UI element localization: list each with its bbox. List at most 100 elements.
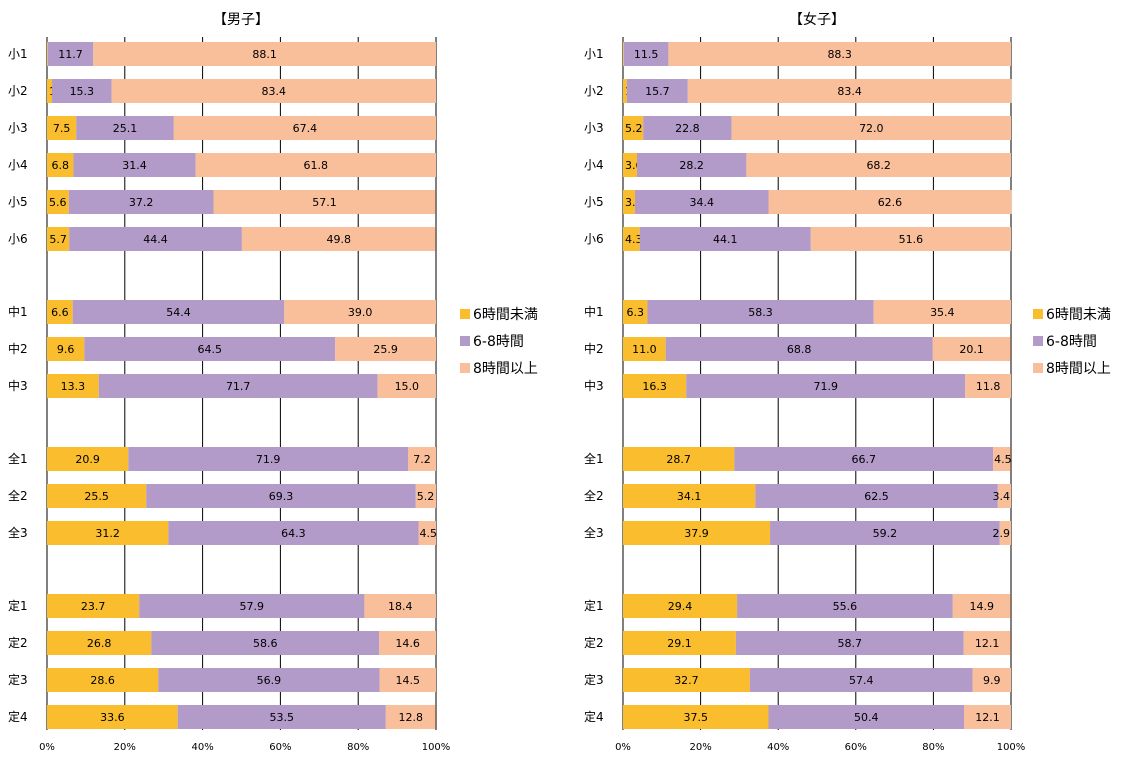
bar-segment	[623, 447, 735, 471]
data-label: 57.4	[849, 674, 874, 687]
x-tick-label: 80%	[347, 742, 369, 753]
bar-segment	[768, 190, 1012, 214]
bar-segment	[146, 484, 416, 508]
bar-segment	[623, 668, 750, 692]
bar-segment	[47, 668, 159, 692]
category-label: 全1	[584, 451, 604, 466]
data-label: 37.5	[684, 711, 709, 724]
data-label: 66.7	[852, 453, 877, 466]
data-label: 14.9	[969, 600, 994, 613]
data-label: 28.6	[90, 674, 115, 687]
bar-segment	[623, 116, 644, 140]
legend-swatch	[1033, 309, 1043, 319]
legend-label: 8時間以上	[1046, 361, 1111, 377]
x-tick-label: 60%	[845, 742, 867, 753]
category-label: 小2	[584, 84, 604, 98]
data-label: 29.1	[667, 637, 692, 650]
data-label: 7.2	[413, 453, 431, 466]
bar-segment	[168, 521, 419, 545]
data-label: 44.4	[143, 233, 168, 246]
category-label: 定1	[584, 598, 604, 613]
data-label: 68.8	[787, 343, 812, 356]
bar-segment	[47, 116, 77, 140]
category-label: 定4	[8, 709, 28, 724]
bar-segment	[687, 79, 1012, 103]
data-label: 69.3	[269, 490, 294, 503]
x-tick-label: 0%	[39, 742, 55, 753]
data-label: 83.4	[837, 85, 862, 98]
bar-segment	[47, 447, 129, 471]
bar-segment	[735, 631, 964, 655]
bar-segment	[623, 42, 624, 66]
data-label: 6.6	[51, 306, 69, 319]
bar-segment	[68, 190, 214, 214]
category-label: 小5	[8, 195, 28, 209]
legend-label: 6-8時間	[473, 334, 524, 350]
category-label: 小6	[8, 232, 28, 246]
category-label: 定4	[584, 709, 604, 724]
category-label: 小5	[584, 195, 604, 209]
bar-segment	[636, 153, 747, 177]
bar-segment	[665, 337, 933, 361]
legend-swatch	[1033, 363, 1043, 373]
bar-segment	[335, 337, 436, 361]
bar-segment	[623, 190, 636, 214]
data-label: 20.1	[959, 343, 984, 356]
data-label: 31.4	[122, 159, 147, 172]
data-label: 5.2	[625, 122, 643, 135]
bar-segment	[73, 153, 196, 177]
data-label: 12.1	[975, 711, 1000, 724]
bar-segment	[418, 521, 436, 545]
bar-segment	[965, 374, 1011, 398]
panel-title: 【女子】	[789, 11, 845, 28]
bar-segment	[47, 42, 94, 66]
category-label: 中1	[584, 304, 604, 319]
bar-segment	[47, 190, 69, 214]
data-label: 4.5	[419, 527, 437, 540]
category-label: 定3	[8, 672, 28, 687]
category-label: 小4	[584, 158, 604, 172]
bar-segment	[639, 227, 811, 251]
bar-segment	[76, 116, 174, 140]
data-label: 72.0	[859, 122, 884, 135]
data-label: 3.4	[993, 490, 1011, 503]
bar-segment	[84, 337, 336, 361]
data-label: 23.7	[81, 600, 106, 613]
x-tick-label: 40%	[191, 742, 213, 753]
data-label: 26.8	[87, 637, 112, 650]
bar-segment	[47, 300, 73, 324]
data-label: 4.5	[994, 453, 1012, 466]
data-label: 7.5	[53, 122, 71, 135]
data-label: 88.3	[827, 48, 852, 61]
category-label: 全1	[8, 451, 28, 466]
bar-segment	[72, 300, 285, 324]
bar-segment	[47, 153, 74, 177]
data-label: 28.2	[679, 159, 704, 172]
bar-segment	[379, 668, 436, 692]
data-label: 33.6	[100, 711, 125, 724]
category-label: 定2	[584, 635, 604, 650]
category-label: 中2	[584, 341, 604, 356]
data-label: 5.6	[49, 196, 67, 209]
data-label: 11.8	[976, 380, 1001, 393]
data-label: 5.7	[49, 233, 67, 246]
data-label: 34.1	[677, 490, 702, 503]
bar-segment	[749, 668, 973, 692]
data-label: 4.3	[625, 233, 643, 246]
data-label: 31.2	[95, 527, 120, 540]
data-label: 58.6	[253, 637, 278, 650]
category-label: 定3	[584, 672, 604, 687]
bar-segment	[635, 190, 769, 214]
bar-segment	[111, 79, 436, 103]
data-label: 25.1	[113, 122, 138, 135]
data-label: 57.9	[240, 600, 265, 613]
data-label: 22.8	[675, 122, 700, 135]
data-label: 32.7	[674, 674, 699, 687]
data-label: 14.6	[395, 637, 420, 650]
data-label: 56.9	[257, 674, 282, 687]
data-label: 13.3	[61, 380, 86, 393]
legend-swatch	[460, 363, 470, 373]
bar-segment	[139, 594, 365, 618]
category-label: 小3	[8, 121, 28, 135]
